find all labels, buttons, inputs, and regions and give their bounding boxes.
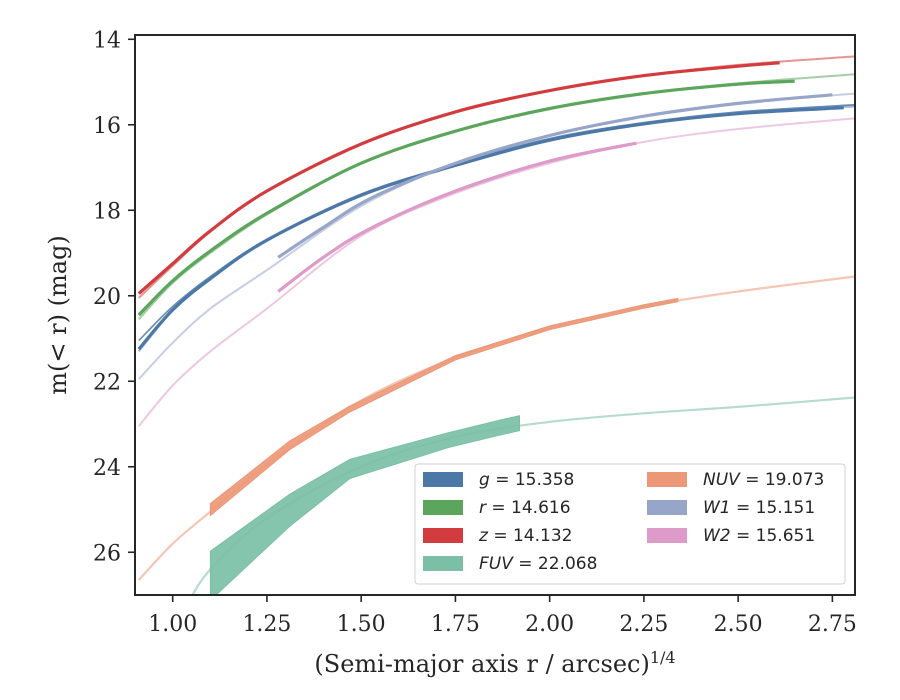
legend-swatch <box>647 472 687 487</box>
y-tick-label: 26 <box>93 541 121 566</box>
legend-band: W2 <box>703 526 731 546</box>
series-FUV <box>191 396 855 595</box>
y-tick-label: 22 <box>93 370 121 395</box>
x-tick-label: 2.75 <box>808 612 857 637</box>
series-W2-data-line <box>277 141 637 293</box>
series-W2-model-line <box>138 117 855 427</box>
legend-label: W2 = 15.651 <box>703 526 815 546</box>
series-g-model-line <box>138 105 855 352</box>
x-tick-label: 2.00 <box>525 612 574 637</box>
series-r <box>137 73 855 320</box>
series-g-model-line-2 <box>138 103 855 342</box>
legend-label: z = 14.132 <box>478 526 572 546</box>
series-NUV <box>137 275 855 581</box>
x-tick-label: 1.50 <box>337 612 386 637</box>
plot-frame <box>134 34 856 596</box>
legend-band: FUV <box>479 554 514 574</box>
legend-value: = 22.068 <box>513 554 598 574</box>
legend-item-NUV: NUV = 19.073 <box>647 470 824 490</box>
legend-swatch <box>647 500 687 515</box>
y-tick-label: 16 <box>93 114 121 139</box>
y-tick-label: 24 <box>93 456 121 481</box>
plot-area <box>137 55 855 595</box>
legend-item-g: g = 15.358 <box>423 470 574 490</box>
x-axis-label-exponent: 1/4 <box>650 648 676 667</box>
legend-swatch <box>423 556 463 571</box>
legend-value: = 15.651 <box>731 526 816 546</box>
legend-item-r: r = 14.616 <box>423 498 571 518</box>
legend-label: NUV = 19.073 <box>703 470 824 490</box>
legend-item-z: z = 14.132 <box>423 526 572 546</box>
series-z-data-line <box>137 61 780 295</box>
y-axis-label: m(< r) (mag) <box>44 235 72 394</box>
y-tick-label: 14 <box>93 28 121 53</box>
legend-swatch <box>423 528 463 543</box>
legend-band: r <box>479 498 487 518</box>
series-W2 <box>138 117 855 427</box>
x-tick-label: 1.00 <box>148 612 197 637</box>
legend-value: = 19.073 <box>740 470 825 490</box>
series-W1-model-line <box>138 92 855 380</box>
x-axis-label-text: (Semi-major axis r / arcsec) <box>314 650 649 678</box>
legend-swatch <box>647 528 687 543</box>
legend-value: = 15.151 <box>731 498 816 518</box>
x-tick-label: 2.50 <box>714 612 763 637</box>
legend-label: g = 15.358 <box>479 470 574 490</box>
series-W1 <box>138 92 855 380</box>
legend-value: = 14.616 <box>486 498 571 518</box>
legend-label: r = 14.616 <box>479 498 571 518</box>
x-axis-label: (Semi-major axis r / arcsec)1/4 <box>314 648 675 678</box>
x-tick-label: 2.25 <box>619 612 668 637</box>
series-NUV-data-band <box>209 297 679 517</box>
x-tick-label: 1.25 <box>242 612 291 637</box>
legend-swatch <box>423 472 463 487</box>
legend-item-W1: W1 = 15.151 <box>647 498 815 518</box>
y-tick-label: 20 <box>93 285 121 310</box>
legend-band: W1 <box>703 498 731 518</box>
legend-item-FUV: FUV = 22.068 <box>423 554 597 574</box>
legend-value: = 15.358 <box>490 470 575 490</box>
legend-label: FUV = 22.068 <box>479 554 597 574</box>
legend-label: W1 = 15.151 <box>703 498 815 518</box>
legend-band: NUV <box>703 470 741 490</box>
y-axis-label-text: m(< r) (mag) <box>44 235 72 394</box>
legend-frame <box>414 463 846 585</box>
series-r-data-line <box>137 79 795 317</box>
legend-swatch <box>423 500 463 515</box>
legend-item-W2: W2 = 15.651 <box>647 526 815 546</box>
legend-band: z <box>478 526 489 546</box>
series-W1-data-line <box>277 93 833 259</box>
legend-value: = 14.132 <box>488 526 573 546</box>
legend-band: g <box>479 470 490 490</box>
axis-ticks: 1.00 1.25 1.50 1.75 2.00 2.25 2.50 2.75 14 16 18 20… <box>93 28 857 637</box>
series-FUV-data-band <box>209 415 520 595</box>
x-tick-label: 1.75 <box>431 612 480 637</box>
y-tick-label: 18 <box>93 199 121 224</box>
series-z <box>137 55 855 299</box>
